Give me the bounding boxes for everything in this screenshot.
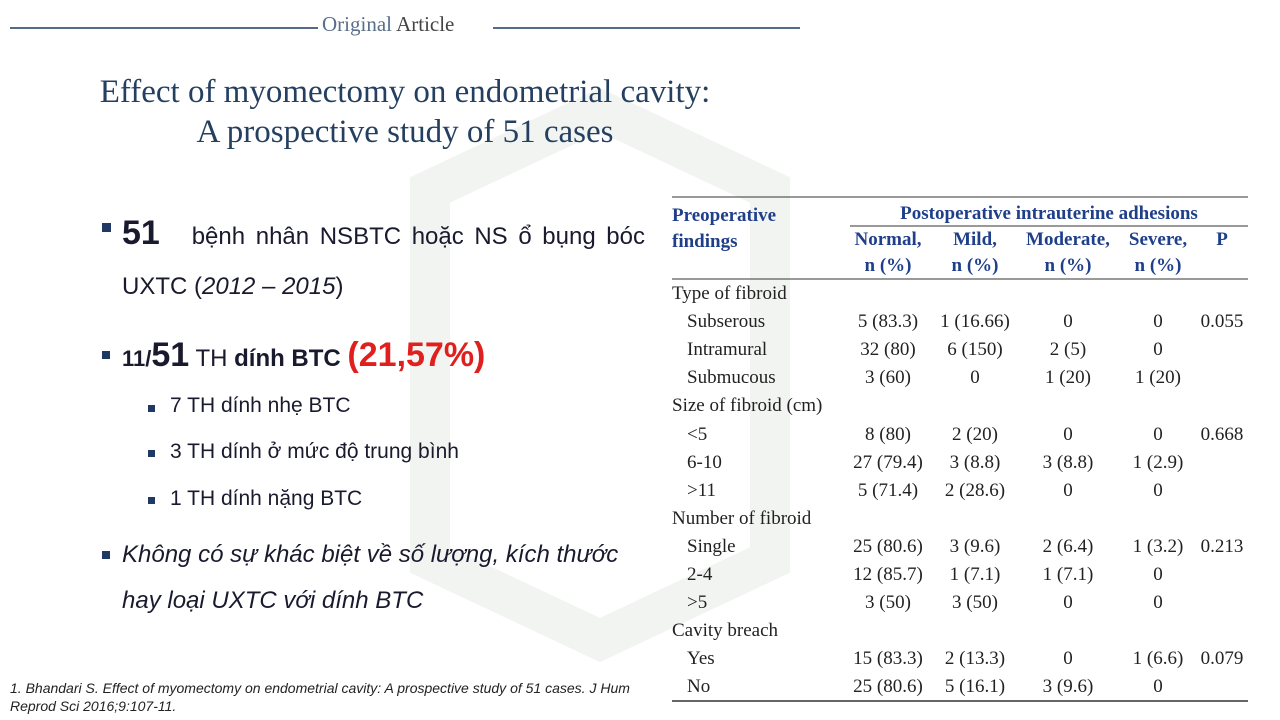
column-unit: n (%) xyxy=(1044,255,1092,276)
section-label: Cavity breach xyxy=(672,620,779,642)
sub-bullet: 3 TH dính ở mức độ trung bình xyxy=(170,440,459,463)
bullet-text: bệnh nhân NSBTC hoặc NS ổ bụng bóc UXTC … xyxy=(122,223,645,300)
column-header: P xyxy=(1216,229,1228,250)
cell: 0 xyxy=(1153,339,1163,361)
cell: 1 (2.9) xyxy=(1132,451,1184,473)
column-header: Moderate, xyxy=(1026,229,1110,250)
cell: 6 (150) xyxy=(947,339,1003,361)
cell: 12 (85.7) xyxy=(853,564,923,585)
row-label: Single xyxy=(687,535,736,557)
bullet-highlight: (21,57%) xyxy=(347,336,486,374)
cell: 25 (80.6) xyxy=(853,535,923,557)
row-label: <5 xyxy=(687,423,708,445)
cell: 0 xyxy=(1063,648,1073,670)
cell: 0 xyxy=(1153,592,1163,614)
cell: 1 (7.1) xyxy=(949,564,1001,585)
cell: 0 xyxy=(1153,423,1163,445)
cell: 0 xyxy=(1063,479,1073,501)
section-label: Type of fibroid xyxy=(672,283,787,304)
cell: 3 (9.6) xyxy=(1042,676,1094,698)
row-header: Preoperative findings xyxy=(672,205,777,252)
column-header: Normal, xyxy=(854,229,922,250)
cell: 0.055 xyxy=(1200,311,1244,333)
row-label: 2-4 xyxy=(687,564,713,585)
title-line: Effect of myomectomy on endometrial cavi… xyxy=(99,74,711,110)
section-label: Size of fibroid (cm) xyxy=(672,395,823,417)
cell: 0.213 xyxy=(1200,535,1244,557)
row-label: 6-10 xyxy=(687,451,722,473)
label-part: Article xyxy=(396,12,455,36)
cell: 0 xyxy=(1063,423,1073,445)
cell: 3 (50) xyxy=(952,592,998,614)
bullet-years: 2012 – 2015 xyxy=(202,273,336,300)
cell: 1 (16.66) xyxy=(940,311,1010,333)
cell: 0 xyxy=(970,367,980,389)
section-label: Number of fibroid xyxy=(672,507,812,529)
cell: 0 xyxy=(1063,592,1073,614)
cell: 5 (83.3) xyxy=(857,311,919,333)
bullet: Không có sự khác biệt về số lượng, kích … xyxy=(122,541,619,614)
cell: 15 (83.3) xyxy=(853,648,923,670)
cell: 3 (8.8) xyxy=(949,451,1001,473)
row-label: >11 xyxy=(687,479,717,501)
row-label: Submucous xyxy=(687,367,776,389)
cell: 2 (28.6) xyxy=(944,479,1006,501)
article-label: Original Article xyxy=(322,12,454,37)
row-label: >5 xyxy=(687,592,708,614)
cell: 25 (80.6) xyxy=(853,676,923,698)
cell: 3 (8.8) xyxy=(1042,451,1094,473)
sub-bullet: 7 TH dính nhẹ BTC xyxy=(170,394,351,417)
sub-bullet: 1 TH dính nặng BTC xyxy=(170,487,363,510)
cell: 5 (16.1) xyxy=(944,676,1006,698)
cell: 0.668 xyxy=(1200,423,1244,445)
cell: 2 (6.4) xyxy=(1042,535,1094,557)
column-unit: n (%) xyxy=(951,255,999,276)
cell: 2 (5) xyxy=(1049,339,1087,361)
cell: 32 (80) xyxy=(860,339,916,361)
title-line: A prospective study of 51 cases xyxy=(196,114,614,150)
cell: 0 xyxy=(1153,311,1163,333)
row-label: Intramural xyxy=(687,339,768,361)
group-header: Postoperative intrauterine adhesions xyxy=(900,203,1198,224)
cell: 0.079 xyxy=(1200,648,1244,670)
bullet-prefix: 11/ xyxy=(122,346,152,371)
cell: 1 (6.6) xyxy=(1132,648,1184,670)
title: Effect of myomectomy on endometrial cavi… xyxy=(0,72,810,152)
row-label: Subserous xyxy=(687,311,766,333)
cell: 0 xyxy=(1153,479,1163,501)
row-label: No xyxy=(687,676,711,698)
footnote: 1. Bhandari S. Effect of myomectomy on e… xyxy=(10,680,630,714)
cell: 8 (80) xyxy=(865,423,911,445)
cell: 1 (3.2) xyxy=(1132,535,1184,557)
bullet-text: ) xyxy=(335,273,344,300)
cell: 27 (79.4) xyxy=(853,451,923,473)
cell: 3 (9.6) xyxy=(949,535,1001,557)
bullet-bold: dính BTC xyxy=(234,345,341,372)
bullet: 11/51 TH dính BTC (21,57%) xyxy=(122,330,485,384)
cell: 0 xyxy=(1063,311,1073,333)
cell: 0 xyxy=(1153,564,1163,585)
cell: 2 (13.3) xyxy=(944,648,1006,670)
column-unit: n (%) xyxy=(1134,255,1182,276)
cell: 2 (20) xyxy=(952,423,998,445)
cell: 3 (60) xyxy=(865,367,911,389)
bullet: 51 bệnh nhân NSBTC hoặc NS ổ bụng bóc UX… xyxy=(122,208,645,312)
cell: 1 (7.1) xyxy=(1042,564,1094,585)
column-header: Mild, xyxy=(953,229,997,250)
column-unit: n (%) xyxy=(864,255,912,276)
row-label: Yes xyxy=(687,648,715,670)
bullet-number: 51 xyxy=(151,336,190,374)
cell: 0 xyxy=(1153,676,1163,698)
cell: 5 (71.4) xyxy=(857,479,919,501)
column-header: Severe, xyxy=(1128,229,1188,250)
bullet-text: TH xyxy=(195,345,228,372)
label-part: Original xyxy=(322,12,392,36)
cell: 3 (50) xyxy=(865,592,911,614)
bullet-number: 51 xyxy=(122,214,160,252)
cell: 1 (20) xyxy=(1045,367,1091,389)
cell: 1 (20) xyxy=(1135,367,1181,389)
